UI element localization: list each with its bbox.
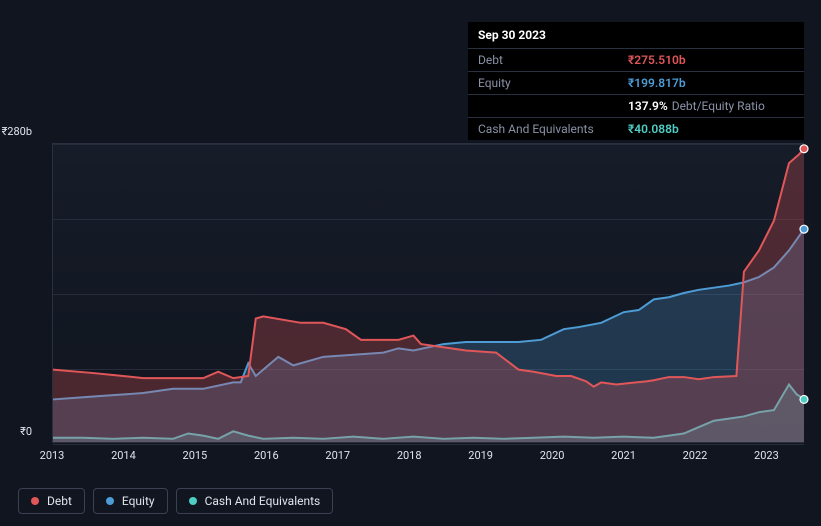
x-axis-label: 2017: [325, 449, 350, 462]
grid-line: [53, 444, 804, 445]
legend: Debt Equity Cash And Equivalents: [18, 488, 333, 514]
legend-dot-debt: [31, 497, 39, 505]
tooltip-suffix: Debt/Equity Ratio: [672, 99, 765, 113]
tooltip-date: Sep 30 2023: [468, 22, 804, 49]
debt-equity-chart: ₹280b ₹0 2013201420152016201720182019202…: [18, 125, 804, 465]
y-axis-label-top: ₹280b: [2, 125, 32, 138]
legend-item-equity[interactable]: Equity: [93, 488, 168, 514]
x-axis: 2013201420152016201720182019202020212022…: [52, 449, 804, 465]
x-axis-label: 2015: [183, 449, 208, 462]
legend-label: Debt: [47, 494, 72, 508]
x-axis-label: 2023: [754, 449, 779, 462]
legend-dot-cash: [189, 497, 197, 505]
tooltip-value: 137.9%Debt/Equity Ratio: [628, 99, 765, 113]
chart-plot-area: [52, 143, 804, 443]
series-end-dot: [800, 145, 808, 153]
x-axis-label: 2014: [111, 449, 136, 462]
tooltip-row: Equity₹199.817b: [468, 72, 804, 95]
legend-label: Cash And Equivalents: [205, 494, 321, 508]
x-axis-label: 2022: [683, 449, 708, 462]
legend-item-cash[interactable]: Cash And Equivalents: [176, 488, 334, 514]
tooltip-row: 137.9%Debt/Equity Ratio: [468, 95, 804, 118]
tooltip-label: Debt: [478, 53, 628, 67]
x-axis-label: 2021: [611, 449, 636, 462]
x-axis-label: 2018: [397, 449, 422, 462]
chart-svg: [53, 144, 804, 442]
x-axis-label: 2019: [468, 449, 493, 462]
x-axis-label: 2016: [254, 449, 279, 462]
legend-dot-equity: [106, 497, 114, 505]
tooltip-value: ₹199.817b: [628, 76, 686, 90]
tooltip-value: ₹275.510b: [628, 53, 686, 67]
x-axis-label: 2013: [40, 449, 65, 462]
chart-tooltip: Sep 30 2023 Debt₹275.510bEquity₹199.817b…: [468, 22, 804, 140]
series-end-dot: [800, 225, 808, 233]
series-end-dot: [800, 395, 808, 403]
tooltip-label: Equity: [478, 76, 628, 90]
x-axis-label: 2020: [540, 449, 565, 462]
y-axis-label-bottom: ₹0: [20, 425, 32, 438]
tooltip-label: [478, 99, 628, 113]
legend-label: Equity: [122, 494, 155, 508]
tooltip-row: Debt₹275.510b: [468, 49, 804, 72]
legend-item-debt[interactable]: Debt: [18, 488, 85, 514]
